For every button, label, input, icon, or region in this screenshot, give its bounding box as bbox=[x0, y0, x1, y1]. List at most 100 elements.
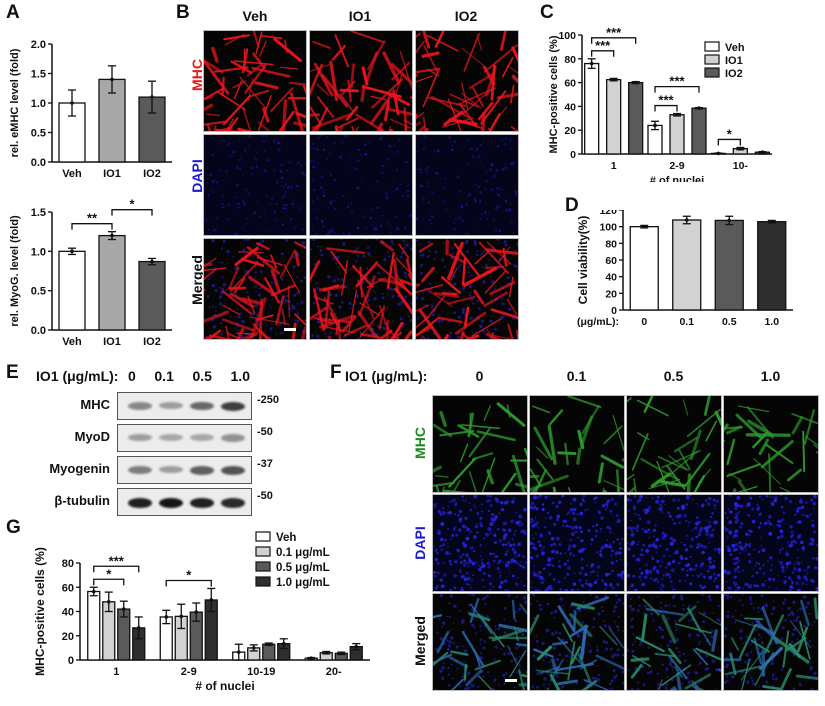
svg-text:60: 60 bbox=[605, 255, 617, 267]
panel-b-col-veh: Veh bbox=[242, 8, 268, 24]
panel-f-row-mhc: MHC bbox=[412, 427, 428, 459]
svg-text:*: * bbox=[727, 210, 733, 216]
blot-band bbox=[159, 466, 183, 474]
svg-text:0.5: 0.5 bbox=[31, 286, 46, 298]
panel-b-image-dapi-1 bbox=[309, 134, 413, 236]
scale-bar bbox=[505, 679, 517, 682]
blot-band bbox=[221, 498, 245, 508]
panel-b-image-mhc-2 bbox=[415, 30, 519, 132]
svg-text:***: *** bbox=[595, 38, 611, 53]
panel-f-row-merged: Merged bbox=[412, 616, 428, 666]
svg-text:2-9: 2-9 bbox=[669, 160, 684, 172]
svg-text:***: *** bbox=[669, 74, 685, 89]
panel-b-col-io1: IO1 bbox=[348, 8, 372, 24]
svg-text:Veh: Veh bbox=[725, 42, 745, 54]
blot-label-0: MHC bbox=[80, 397, 110, 412]
svg-text:1: 1 bbox=[113, 666, 119, 678]
blot-label-3: β-tubulin bbox=[54, 493, 110, 508]
blot-band bbox=[190, 402, 214, 411]
panel-label-g: G bbox=[6, 517, 21, 538]
blot-band bbox=[159, 402, 183, 410]
svg-text:Veh: Veh bbox=[62, 168, 82, 180]
blot-mw-0: -250 bbox=[257, 394, 280, 406]
panel-f-image-mhc-0 bbox=[432, 395, 528, 493]
svg-text:10-19: 10-19 bbox=[247, 666, 275, 678]
svg-text:rel. MyoG. level (fold): rel. MyoG. level (fold) bbox=[9, 215, 21, 327]
svg-text:Veh: Veh bbox=[276, 532, 296, 544]
svg-text:40: 40 bbox=[605, 272, 617, 284]
panel-e-conc-3: 1.0 bbox=[230, 368, 250, 384]
chart-a-myog: 0.0 0.5 1.0 1.5 rel. MyoG. level (fold) Veh IO… bbox=[9, 197, 172, 348]
svg-text:IO1 (μg/mL):: IO1 (μg/mL): bbox=[575, 316, 619, 328]
panel-label-b: B bbox=[176, 2, 190, 23]
svg-text:120: 120 bbox=[599, 210, 617, 217]
blot-mw-2: -37 bbox=[257, 458, 273, 470]
panel-f-image-mhc-2 bbox=[626, 395, 722, 493]
svg-text:*: * bbox=[106, 566, 112, 581]
panel-label-e: E bbox=[6, 362, 19, 383]
svg-text:0.0: 0.0 bbox=[31, 325, 46, 337]
blot-band bbox=[159, 498, 183, 508]
svg-text:0.5 μg/mL: 0.5 μg/mL bbox=[276, 562, 330, 574]
panel-f-image-dapi-2 bbox=[626, 494, 722, 592]
svg-text:0.0: 0.0 bbox=[31, 157, 46, 169]
svg-text:0.1: 0.1 bbox=[679, 316, 694, 328]
panel-f-image-merged-3 bbox=[723, 593, 819, 691]
blot-strip-2 bbox=[117, 456, 252, 484]
panel-b-image-mhc-0 bbox=[203, 30, 307, 132]
svg-text:MHC-positive cells (%): MHC-positive cells (%) bbox=[33, 547, 47, 676]
svg-text:80: 80 bbox=[605, 238, 617, 250]
blot-label-1: MyoD bbox=[74, 429, 110, 444]
panel-f-image-mhc-3 bbox=[723, 395, 819, 493]
svg-text:0.5: 0.5 bbox=[722, 316, 737, 328]
panel-f-col-3: 1.0 bbox=[760, 368, 781, 384]
panel-e-concentrations: 0 0.1 0.5 1.0 bbox=[128, 368, 250, 384]
panel-b-image-mhc-1 bbox=[309, 30, 413, 132]
svg-text:rel. eMHC level (fold): rel. eMHC level (fold) bbox=[9, 48, 21, 157]
svg-text:IO1: IO1 bbox=[725, 55, 743, 67]
svg-text:40: 40 bbox=[564, 101, 576, 113]
svg-text:0.5: 0.5 bbox=[31, 128, 46, 140]
panel-f-image-dapi-1 bbox=[529, 494, 625, 592]
svg-text:Cell viability(%): Cell viability(%) bbox=[576, 216, 590, 305]
svg-text:80: 80 bbox=[62, 558, 74, 570]
svg-text:20: 20 bbox=[605, 288, 617, 300]
panel-f-image-merged-1 bbox=[529, 593, 625, 691]
chart-g-mhc-positive: 0 20 40 60 80 MHC-positive cells (%) 1 2-9 10-19… bbox=[33, 531, 370, 693]
panel-b-col-io2: IO2 bbox=[454, 8, 478, 24]
panel-f-image-mhc-1 bbox=[529, 395, 625, 493]
svg-text:# of nuclei: # of nuclei bbox=[650, 175, 704, 182]
svg-text:*: * bbox=[186, 567, 192, 582]
panel-f-col-0: 0 bbox=[475, 368, 484, 384]
blot-band bbox=[190, 498, 214, 508]
svg-text:0: 0 bbox=[570, 149, 576, 161]
svg-text:80: 80 bbox=[564, 54, 576, 66]
svg-text:40: 40 bbox=[62, 607, 74, 619]
svg-text:0.1 μg/mL: 0.1 μg/mL bbox=[276, 547, 330, 559]
svg-text:*: * bbox=[727, 126, 733, 141]
svg-text:1.5: 1.5 bbox=[31, 69, 46, 81]
panel-label-a: A bbox=[6, 2, 20, 23]
svg-text:1.5: 1.5 bbox=[31, 207, 46, 219]
svg-text:0: 0 bbox=[641, 316, 647, 328]
blot-strip-0 bbox=[117, 392, 252, 420]
svg-text:*: * bbox=[684, 210, 690, 216]
panel-b-image-merged-1 bbox=[309, 238, 413, 340]
blot-band bbox=[190, 434, 214, 442]
blot-mw-3: -50 bbox=[257, 490, 273, 502]
svg-text:0: 0 bbox=[611, 305, 617, 317]
svg-text:60: 60 bbox=[62, 582, 74, 594]
svg-text:1.0 μg/mL: 1.0 μg/mL bbox=[276, 577, 330, 589]
chart-d-viability: 0 20 40 60 80 100 120 Cell viability(%) 0 0.1 0.5 1… bbox=[575, 210, 793, 328]
blot-strip-3 bbox=[117, 488, 252, 516]
svg-text:100: 100 bbox=[558, 30, 576, 42]
svg-text:1.0: 1.0 bbox=[31, 246, 46, 258]
svg-text:60: 60 bbox=[564, 78, 576, 90]
svg-text:IO2: IO2 bbox=[725, 68, 743, 80]
panel-e-conc-1: 0.1 bbox=[154, 368, 174, 384]
svg-text:**: ** bbox=[87, 211, 98, 226]
svg-text:*: * bbox=[129, 197, 135, 212]
svg-text:IO2: IO2 bbox=[143, 168, 161, 180]
blot-band bbox=[221, 402, 245, 412]
